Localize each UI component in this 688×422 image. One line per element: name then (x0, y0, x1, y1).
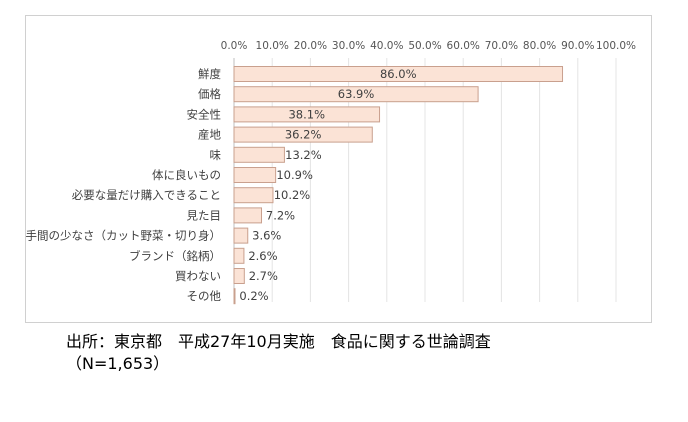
x-tick-label: 100.0% (596, 40, 636, 52)
category-label: 見た目 (187, 208, 222, 222)
category-label: その他 (187, 289, 222, 303)
data-label: 36.2% (285, 128, 322, 142)
bar (233, 227, 249, 244)
category-label: 必要な量だけ購入できること (72, 188, 221, 202)
x-tick-label: 50.0% (408, 40, 441, 52)
x-tick-label: 60.0% (447, 40, 480, 52)
x-tick-label: 70.0% (485, 40, 518, 52)
category-label: 産地 (198, 128, 221, 142)
data-label: 3.6% (252, 229, 281, 243)
category-label: 体に良いもの (152, 168, 221, 182)
bar (233, 66, 564, 82)
bar (233, 86, 479, 103)
x-tick-label: 90.0% (561, 40, 594, 52)
data-label: 86.0% (380, 67, 417, 81)
x-tick-label: 10.0% (256, 40, 289, 52)
data-label: 10.2% (274, 188, 311, 202)
bar (233, 106, 381, 123)
sample-size-note: （N=1,653） (66, 354, 170, 373)
x-tick-label: 80.0% (523, 40, 556, 52)
category-label: 手間の少なさ（カット野菜・切り身） (26, 229, 222, 243)
bar (233, 126, 373, 143)
category-label: 安全性 (187, 107, 222, 121)
data-label: 2.7% (249, 269, 278, 283)
data-label: 13.2% (285, 148, 322, 162)
data-label: 10.9% (276, 168, 313, 182)
category-label: ブランド（銘柄） (129, 249, 221, 263)
category-label: 価格 (198, 87, 221, 101)
bar (233, 187, 274, 204)
bar (233, 146, 285, 163)
data-label: 2.6% (248, 249, 277, 263)
source-note: 出所：東京都 平成27年10月実施 食品に関する世論調査 (66, 332, 491, 351)
bar (233, 288, 236, 305)
x-tick-label: 30.0% (332, 40, 365, 52)
bar (233, 207, 263, 224)
bar (233, 247, 245, 264)
x-tick-label: 0.0% (221, 40, 248, 52)
category-label: 買わない (175, 269, 221, 283)
category-label: 鮮度 (198, 67, 221, 81)
x-tick-label: 20.0% (294, 40, 327, 52)
x-tick-label: 40.0% (370, 40, 403, 52)
category-label: 味 (210, 148, 222, 162)
data-label: 7.2% (266, 208, 295, 222)
data-label: 0.2% (239, 289, 268, 303)
bar (233, 167, 277, 183)
data-label: 38.1% (288, 107, 325, 121)
data-label: 63.9% (338, 87, 375, 101)
bar-chart: 0.0% 10.0% 20.0% 30.0% 40.0% 50.0% 60.0% 70.0% 8… (26, 40, 636, 305)
bar (233, 268, 245, 284)
